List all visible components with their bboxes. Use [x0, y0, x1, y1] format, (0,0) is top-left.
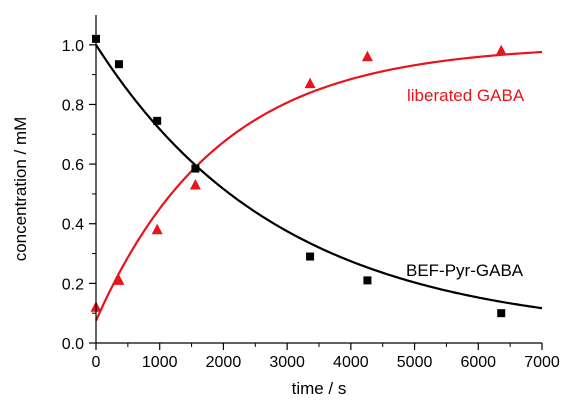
data-point-triangle — [113, 274, 125, 285]
x-tick-label: 2000 — [206, 354, 242, 371]
data-point-square — [306, 252, 315, 261]
series-label-bef-pyr-gaba: BEF-Pyr-GABA — [406, 261, 524, 280]
data-point-square — [363, 276, 372, 285]
data-point-square — [497, 309, 506, 318]
fit-curve-1 — [94, 50, 543, 322]
x-tick-label: 0 — [92, 354, 101, 371]
x-tick-label: 5000 — [397, 354, 433, 371]
x-axis-label: time / s — [292, 379, 347, 398]
data-point-triangle — [495, 44, 507, 56]
x-axis-ticks: 0 1000 2000 3000 4000 5000 6000 7000 — [92, 343, 560, 371]
y-tick-label: 0.2 — [62, 276, 84, 293]
x-tick-label: 1000 — [142, 354, 178, 371]
fit-curves — [94, 44, 543, 322]
y-tick-label: 0.0 — [62, 336, 84, 353]
y-tick-label: 0.8 — [62, 97, 84, 114]
y-axis-ticks: 0.0 0.2 0.4 0.6 0.8 1.0 — [62, 38, 96, 353]
series-label-liberated-gaba: liberated GABA — [407, 86, 525, 105]
x-tick-label: 7000 — [524, 354, 560, 371]
x-tick-label: 3000 — [269, 354, 305, 371]
data-point-square — [153, 116, 162, 125]
data-point-triangle — [189, 178, 201, 190]
data-point-square — [114, 60, 123, 69]
data-point-square — [191, 164, 200, 173]
fit-curve-0 — [95, 44, 543, 310]
y-tick-label: 0.4 — [62, 217, 84, 234]
x-tick-label: 4000 — [333, 354, 369, 371]
y-axis-label: concentration / mM — [11, 117, 30, 262]
data-point-triangle — [361, 50, 373, 62]
axes: 0 1000 2000 3000 4000 5000 6000 7000 0.00.20.40… — [62, 15, 560, 371]
x-tick-label: 6000 — [460, 354, 496, 371]
y-tick-label: 0.6 — [62, 157, 84, 174]
data-point-triangle — [304, 77, 316, 89]
data-point-triangle — [151, 223, 163, 235]
y-tick-label: 1.0 — [62, 38, 84, 55]
